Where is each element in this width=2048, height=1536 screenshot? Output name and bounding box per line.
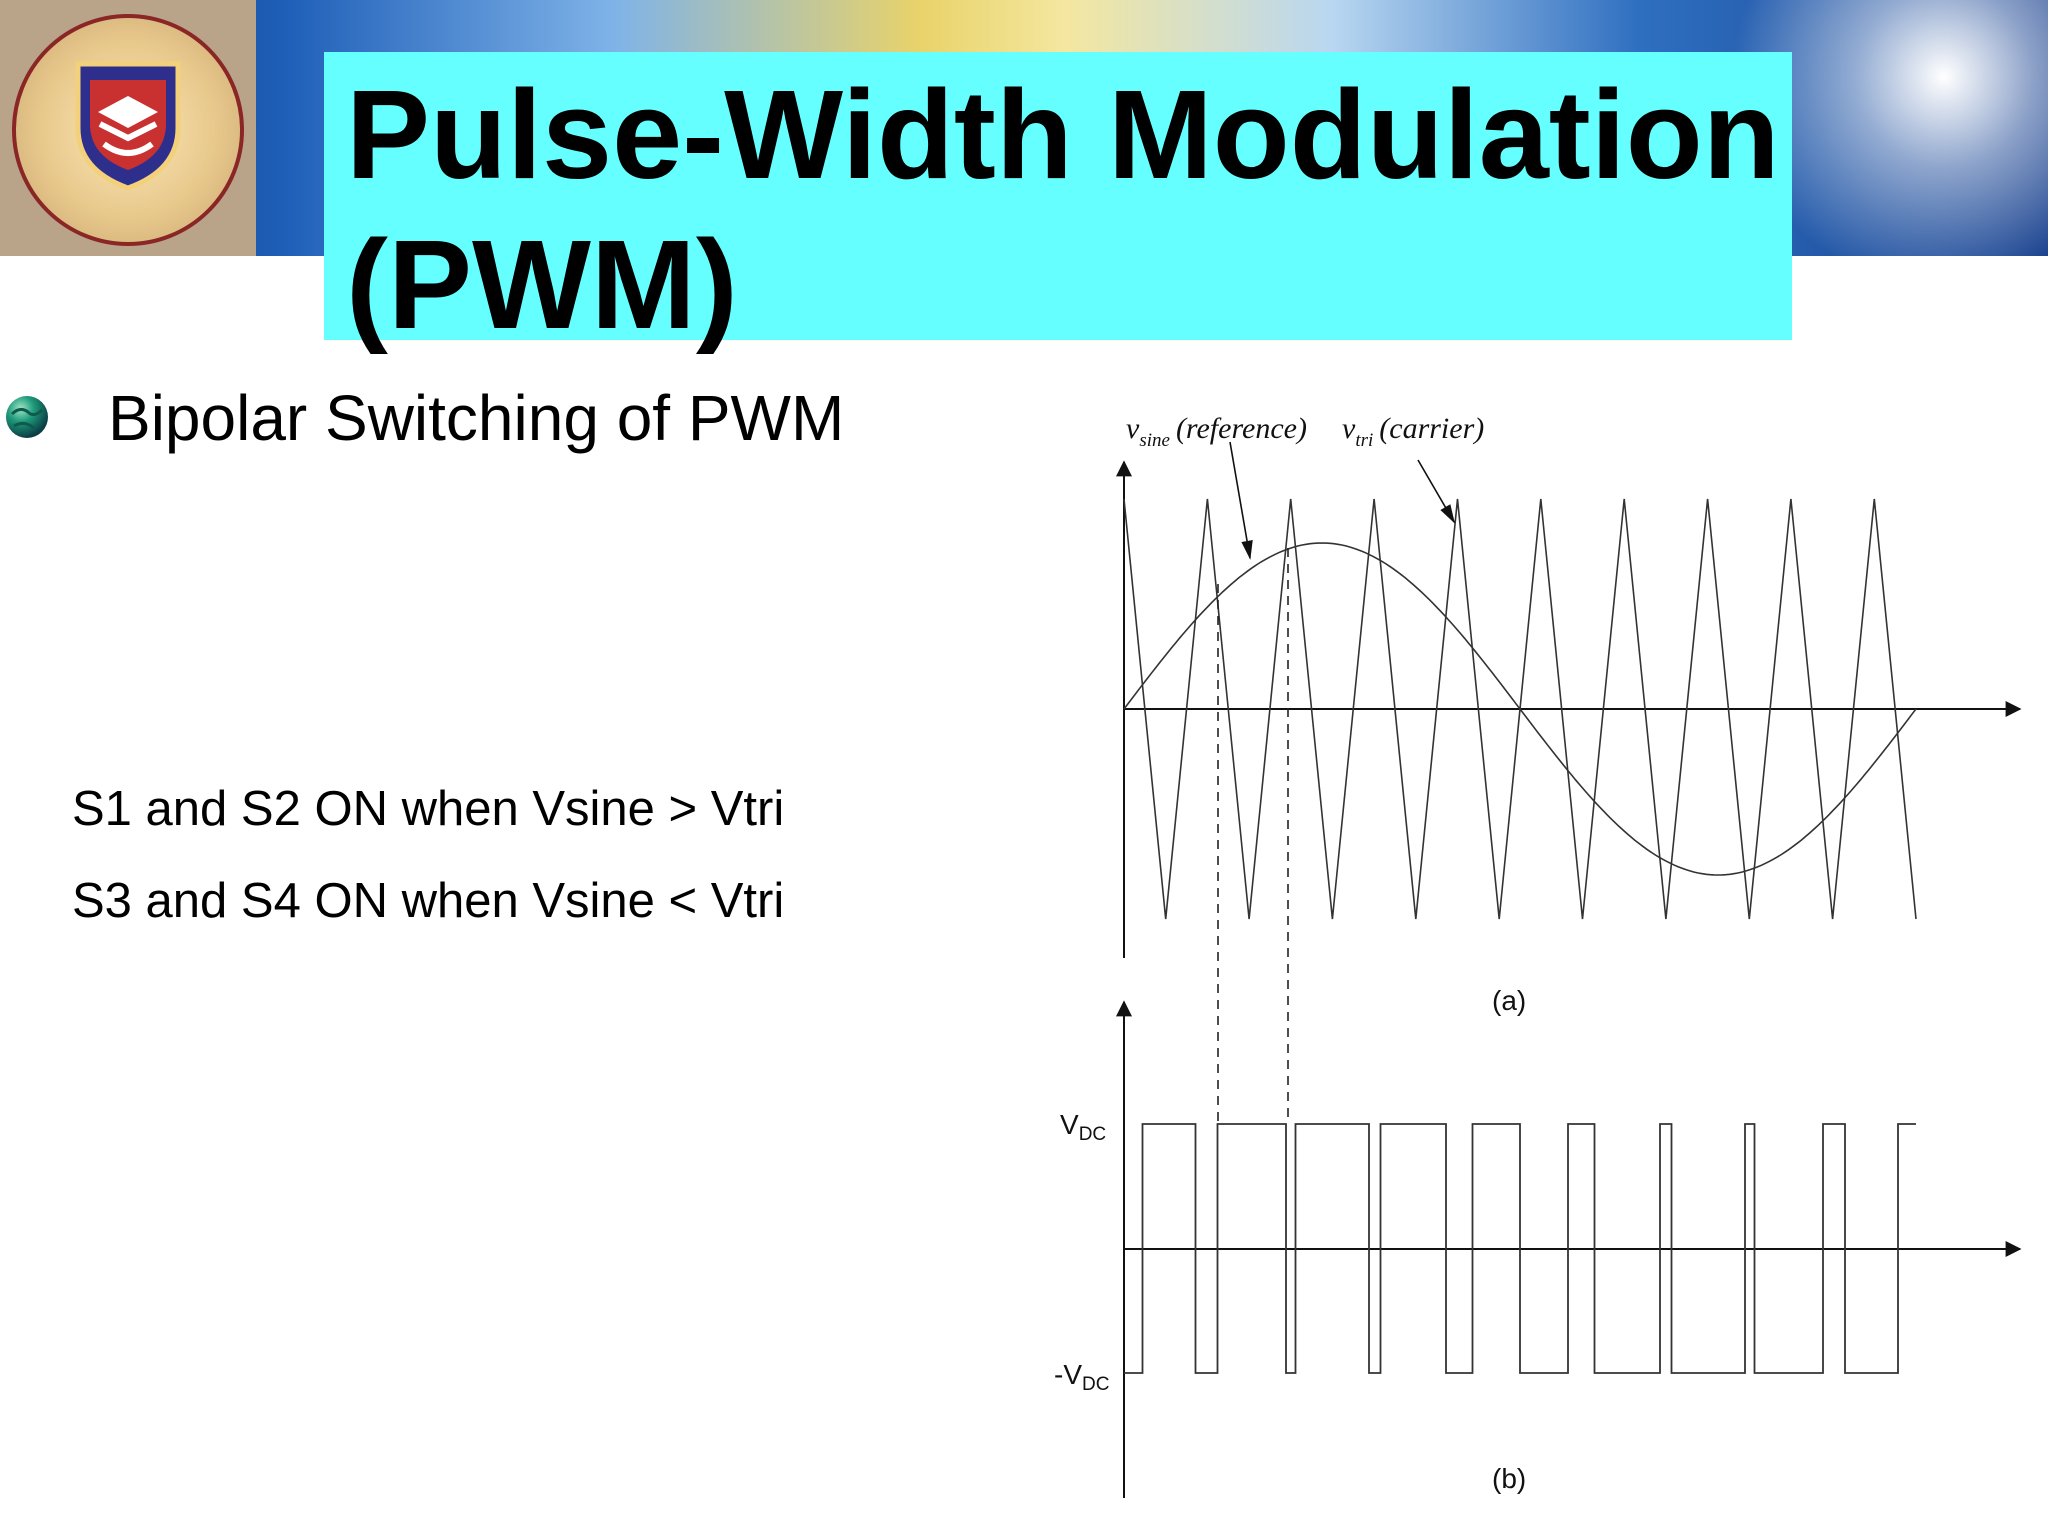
sine-label-arrow [1229, 441, 1253, 560]
logo-seal [12, 14, 244, 246]
caption-a: (a) [1492, 985, 1526, 1016]
slide-title: Pulse-Width Modulation (PWM) [346, 64, 1780, 355]
carrier-label-arrow [1417, 459, 1455, 524]
vdc-label: VDC [1060, 1109, 1106, 1145]
sine-reference-wave [1123, 542, 1917, 876]
rule-s1-s2: S1 and S2 ON when Vsine > Vtri [72, 782, 785, 836]
rule-s3-s4: S3 and S4 ON when Vsine < Vtri [72, 874, 785, 928]
shield-icon [75, 61, 181, 191]
carrier-label: vtri (carrier) [1342, 412, 1484, 451]
pwm-output-waveform [1124, 1123, 1916, 1374]
neg-vdc-label: -VDC [1054, 1359, 1109, 1395]
globe-bullet-icon [6, 396, 48, 438]
sine-label: vsine (reference) [1126, 412, 1307, 451]
title-background [324, 52, 1792, 340]
caption-b: (b) [1492, 1463, 1526, 1494]
section-heading: Bipolar Switching of PWM [108, 382, 845, 454]
university-logo [0, 0, 256, 256]
